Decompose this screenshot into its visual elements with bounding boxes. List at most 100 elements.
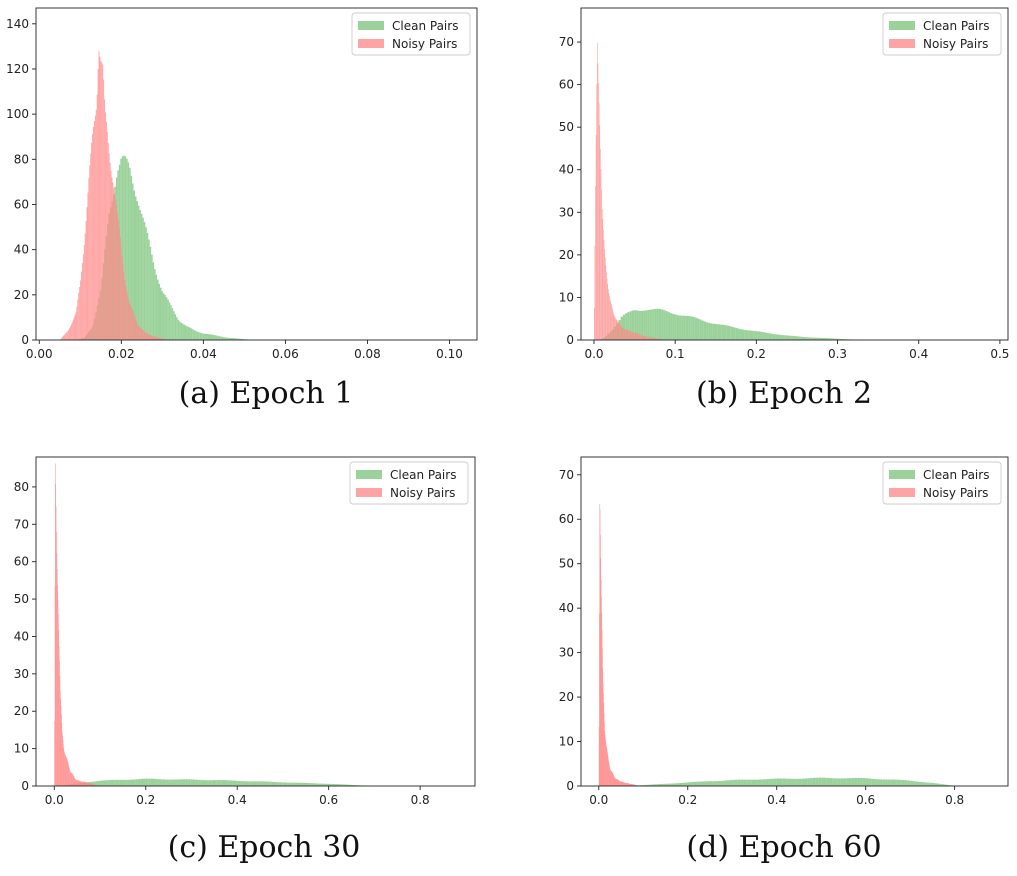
hist-bar-noisy [62, 735, 63, 786]
hist-bar-clean [690, 782, 694, 786]
hist-bar-clean [153, 778, 157, 786]
hist-bar-noisy [109, 162, 111, 340]
hist-bar-noisy [602, 668, 604, 786]
hist-bar-clean [634, 310, 637, 340]
hist-bar-clean [186, 326, 188, 340]
hist-bar-noisy [602, 648, 603, 786]
hist-bar-noisy [599, 503, 601, 786]
hist-bar-noisy [79, 780, 81, 786]
hist-bar-clean [800, 336, 803, 340]
hist-bar-clean [342, 784, 346, 786]
hist-bar-noisy [632, 784, 634, 786]
y-tick-label: 60 [559, 78, 574, 92]
x-tick-label: 0.00 [26, 347, 53, 361]
hist-bar-noisy [63, 335, 65, 340]
hist-bar-noisy [59, 661, 60, 786]
hist-bar-clean [345, 784, 349, 786]
hist-bar-noisy [137, 324, 139, 340]
hist-bar-clean [167, 299, 169, 340]
plot-area [54, 463, 375, 786]
hist-bar-noisy [601, 189, 602, 340]
hist-bar-noisy [656, 338, 657, 340]
hist-bar-noisy [92, 784, 94, 786]
hist-bar-noisy [617, 321, 619, 340]
hist-bar-noisy [603, 239, 605, 340]
hist-bar-clean [901, 779, 905, 786]
hist-bar-noisy [91, 783, 92, 786]
hist-bar-clean [910, 780, 913, 786]
hist-bar-clean [242, 339, 244, 340]
hist-bar-clean [303, 782, 307, 786]
hist-bar-noisy [607, 754, 609, 786]
hist-bar-clean [665, 311, 668, 340]
hist-bar-noisy [600, 579, 602, 786]
hist-bar-noisy [74, 314, 76, 340]
hist-bar-clean [216, 780, 220, 786]
hist-bar-clean [854, 777, 858, 786]
legend-swatch-clean [889, 21, 915, 30]
hist-bar-noisy [69, 771, 71, 786]
hist-bar-clean [200, 780, 204, 786]
x-tick-label: 0.4 [909, 347, 928, 361]
hist-bar-noisy [75, 779, 76, 786]
hist-bar-clean [182, 779, 186, 786]
hist-bar-clean [932, 783, 936, 786]
hist-bar-clean [298, 782, 301, 786]
hist-bar-noisy [105, 121, 107, 340]
hist-bar-noisy [64, 752, 65, 786]
hist-bar-clean [622, 314, 626, 340]
hist-bar-clean [140, 213, 143, 340]
hist-bar-noisy [611, 304, 612, 340]
hist-bar-noisy [633, 784, 635, 786]
hist-bar-noisy [62, 336, 64, 340]
hist-bar-clean [694, 317, 698, 340]
y-tick-label: 40 [559, 163, 574, 177]
hist-bar-clean [646, 784, 649, 786]
hist-bar-clean [690, 316, 693, 340]
hist-bar-noisy [633, 332, 635, 340]
hist-bar-clean [665, 783, 669, 786]
hist-bar-clean [171, 779, 175, 786]
hist-bar-noisy [60, 705, 62, 786]
hist-bar-clean [726, 325, 729, 340]
hist-bar-noisy [626, 330, 627, 340]
hist-bar-noisy [610, 770, 612, 786]
x-tick-label: 0.5 [990, 347, 1009, 361]
hist-bar-noisy [126, 290, 128, 340]
hist-bar-noisy [639, 334, 640, 340]
hist-bar-clean [142, 217, 144, 340]
y-tick-label: 0 [566, 333, 574, 347]
hist-bar-clean [271, 781, 275, 786]
hist-bar-clean [793, 336, 796, 340]
hist-bar-noisy [625, 329, 626, 340]
hist-bar-noisy [625, 782, 626, 786]
hist-bar-noisy [626, 783, 627, 786]
hist-bar-noisy [85, 782, 86, 786]
hist-bar-noisy [153, 336, 154, 340]
caption-epoch-2: (b) Epoch 2 [695, 376, 873, 411]
hist-bar-noisy [658, 338, 660, 340]
hist-bar-clean [832, 778, 836, 786]
hist-bar-noisy [614, 777, 615, 786]
hist-bar-clean [912, 781, 916, 786]
hist-bar-noisy [612, 772, 613, 786]
hist-bar-noisy [604, 734, 606, 786]
hist-bar-clean [306, 782, 309, 786]
hist-bar-clean [751, 779, 755, 786]
hist-bar-noisy [601, 596, 602, 786]
hist-bar-noisy [155, 336, 157, 340]
hist-bar-clean [657, 784, 660, 786]
hist-bar-clean [718, 780, 722, 786]
hist-bar-noisy [82, 254, 84, 340]
hist-bar-clean [233, 338, 235, 340]
legend-swatch-clean [889, 470, 915, 479]
hist-bar-clean [334, 784, 338, 786]
hist-bar-clean [279, 782, 283, 786]
hist-bar-clean [843, 778, 847, 786]
hist-bar-noisy [633, 784, 634, 786]
hist-bar-noisy [92, 784, 93, 786]
hist-bar-clean [124, 156, 127, 340]
hist-bar-noisy [92, 784, 93, 786]
hist-bar-clean [340, 784, 343, 786]
hist-bar-noisy [76, 779, 77, 786]
